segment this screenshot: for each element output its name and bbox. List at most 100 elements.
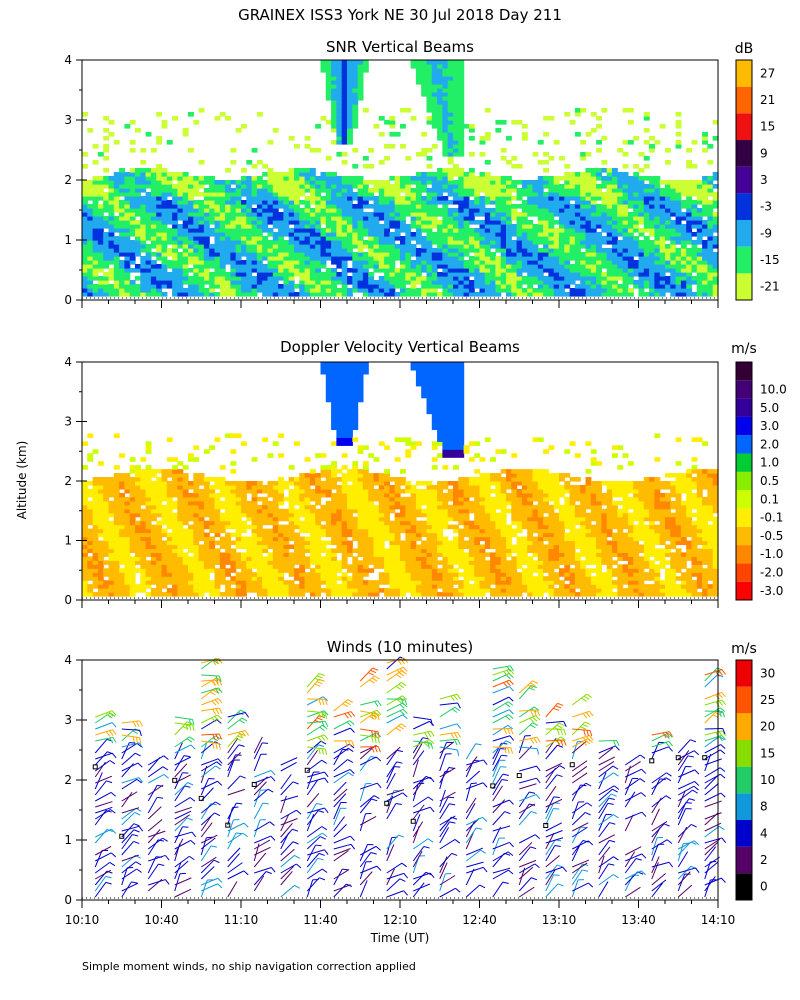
snr-cell <box>643 264 650 269</box>
snr-cell <box>251 288 258 293</box>
snr-cell <box>103 180 110 185</box>
snr-cell <box>156 184 163 189</box>
snr-cell <box>421 244 428 249</box>
snr-cell <box>267 248 274 253</box>
snr-cell <box>612 268 618 273</box>
snr-cell <box>389 272 396 277</box>
snr-cell <box>161 260 168 265</box>
snr-cell <box>649 228 655 233</box>
velocity-cell <box>135 588 141 593</box>
snr-cell <box>500 188 507 193</box>
velocity-cell <box>140 477 147 482</box>
velocity-cell <box>193 572 200 577</box>
snr-cell <box>405 224 412 229</box>
snr-cell <box>82 276 88 281</box>
snr-cell <box>484 132 491 137</box>
snr-cell <box>124 268 131 273</box>
snr-cell <box>627 280 634 285</box>
snr-cell <box>230 188 237 193</box>
snr-cell <box>590 268 597 273</box>
snr-cell <box>474 256 481 261</box>
snr-cell <box>251 220 258 225</box>
snr-cell <box>246 276 253 281</box>
snr-cell <box>272 128 279 133</box>
snr-cell <box>225 216 231 221</box>
snr-cell <box>304 232 311 237</box>
snr-cell <box>113 244 120 249</box>
velocity-cell <box>103 520 110 526</box>
snr-cell <box>150 148 157 153</box>
snr-cell <box>686 148 693 153</box>
snr-cell <box>182 240 189 245</box>
snr-cell <box>659 224 666 229</box>
snr-cell <box>172 256 178 261</box>
snr-cell <box>665 184 671 189</box>
snr-cell <box>150 228 157 233</box>
snr-cell <box>129 180 136 185</box>
snr-cell <box>262 172 269 177</box>
snr-cell <box>601 252 608 257</box>
snr-cell <box>527 276 534 281</box>
snr-cell <box>256 288 263 293</box>
snr-cell <box>543 196 549 201</box>
snr-cell <box>511 288 518 293</box>
snr-cell <box>230 276 237 281</box>
snr-cell <box>378 288 385 293</box>
snr-cell <box>405 268 412 273</box>
velocity-cell <box>140 484 147 490</box>
snr-cell <box>543 184 549 189</box>
velocity-cell <box>182 556 189 561</box>
snr-cell <box>506 284 512 289</box>
snr-cell <box>368 232 375 237</box>
snr-cell <box>209 244 216 249</box>
snr-cell <box>119 272 125 277</box>
velocity-cell <box>235 508 242 514</box>
snr-cell <box>431 204 438 209</box>
velocity-cell <box>198 532 205 538</box>
snr-cell <box>500 284 507 289</box>
snr-cell <box>649 244 655 249</box>
velocity-cell <box>150 500 157 506</box>
snr-cell <box>590 272 597 277</box>
snr-cell <box>362 268 369 273</box>
snr-cell <box>415 220 422 225</box>
velocity-cell <box>108 564 115 569</box>
velocity-cell <box>225 488 231 494</box>
snr-cell <box>288 252 295 257</box>
snr-cell <box>622 172 629 177</box>
snr-cell <box>400 144 406 149</box>
velocity-cell <box>177 548 184 553</box>
velocity-cell <box>161 477 168 482</box>
velocity-cell <box>97 504 104 510</box>
velocity-cell <box>113 536 120 542</box>
snr-cell <box>484 248 491 253</box>
snr-cell <box>283 240 290 245</box>
snr-cell <box>633 248 640 253</box>
snr-cell <box>649 144 655 149</box>
snr-cell <box>702 260 708 265</box>
snr-cell <box>521 276 528 281</box>
velocity-cell <box>256 524 263 530</box>
velocity-cell <box>182 560 189 565</box>
velocity-cell <box>108 492 115 498</box>
snr-cell <box>315 240 322 245</box>
snr-cell <box>145 228 152 233</box>
velocity-cell <box>198 512 205 518</box>
snr-cell <box>331 80 337 85</box>
snr-cell <box>230 196 237 201</box>
snr-cell <box>564 256 571 261</box>
snr-cell <box>341 228 348 233</box>
snr-cell <box>384 224 390 229</box>
snr-cell <box>156 244 163 249</box>
snr-cell <box>368 216 375 221</box>
snr-cell <box>543 252 549 257</box>
snr-cell <box>569 256 576 261</box>
snr-cell <box>82 260 88 265</box>
snr-cell <box>580 284 587 289</box>
velocity-cell <box>219 488 226 494</box>
velocity-cell <box>225 524 231 530</box>
snr-cell <box>82 292 88 297</box>
snr-cell <box>622 164 629 169</box>
snr-cell <box>643 248 650 253</box>
snr-cell <box>431 280 438 285</box>
